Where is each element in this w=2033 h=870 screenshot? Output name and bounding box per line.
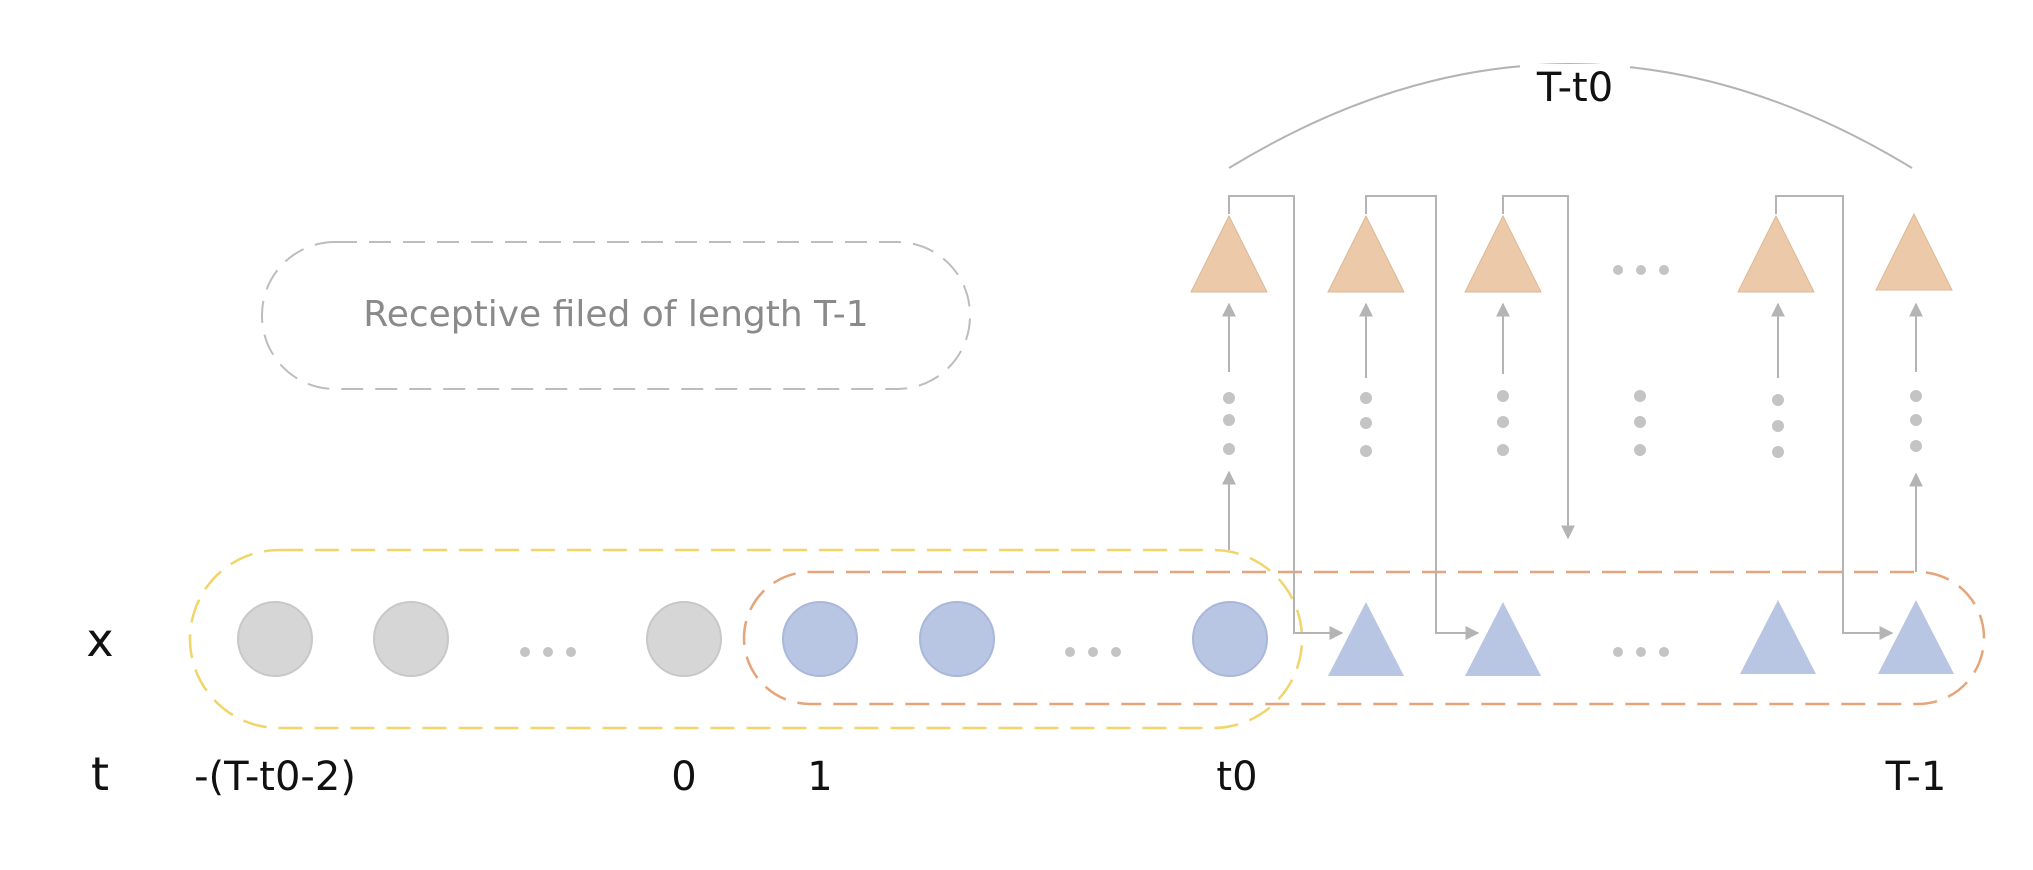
yellow-window-box	[188, 548, 1304, 730]
vertical-ellipsis	[1223, 390, 1922, 458]
ellipsis-dots	[1613, 265, 1669, 275]
orange-window-box	[742, 570, 1986, 706]
tick-label: T-1	[1885, 754, 1947, 800]
ellipsis-dots	[1065, 647, 1121, 657]
blue-triangle-node	[1740, 600, 1816, 674]
orange-triangle-node	[1190, 214, 1268, 293]
blue-triangle-node	[1465, 602, 1541, 676]
ellipsis-dots	[1613, 647, 1669, 657]
tick-label: -(T-t0-2)	[194, 754, 356, 800]
orange-triangle-node	[1464, 214, 1542, 293]
gray-node	[646, 601, 722, 677]
x-row-label: x	[86, 613, 113, 667]
orange-triangle-node	[1737, 214, 1815, 293]
blue-node	[782, 601, 858, 677]
gray-node	[237, 601, 313, 677]
tick-label: t0	[1216, 754, 1257, 800]
gray-node	[373, 601, 449, 677]
tick-label: 0	[671, 754, 696, 800]
blue-node-t0	[1192, 601, 1268, 677]
receptive-field-label: Receptive filed of length T-1	[363, 294, 868, 335]
blue-triangle-node	[1878, 600, 1954, 674]
tick-label: 1	[807, 754, 832, 800]
t-row-label: t	[91, 747, 109, 801]
upward-arrows	[1222, 302, 1923, 572]
orange-triangle-node	[1875, 212, 1953, 291]
ellipsis-dots	[520, 647, 576, 657]
receptive-field-box	[261, 241, 971, 390]
blue-node	[919, 601, 995, 677]
span-label: T-t0	[1536, 65, 1613, 111]
feedback-connectors	[1228, 195, 1894, 640]
blue-triangle-node	[1328, 602, 1404, 676]
span-label-bg	[1520, 64, 1630, 114]
orange-triangle-node	[1327, 214, 1405, 293]
